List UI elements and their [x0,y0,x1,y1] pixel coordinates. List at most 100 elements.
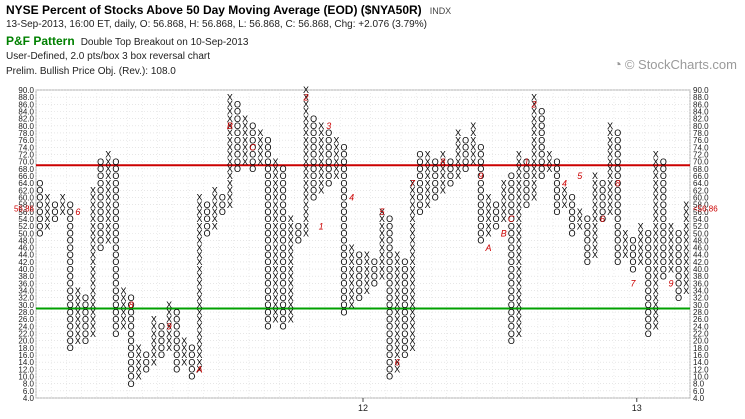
x-box: X [455,150,461,160]
x-box: X [425,150,431,160]
o-box: O [234,135,241,145]
o-box: O [477,178,484,188]
x-box: X [409,286,415,296]
o-box: O [128,329,135,339]
x-box: X [653,228,659,238]
x-box: X [409,178,415,188]
o-box: O [310,135,317,145]
o-box: O [675,243,682,253]
x-box: X [197,357,203,367]
x-box: X [607,178,613,188]
x-box: X [653,243,659,253]
o-box: O [341,257,348,267]
o-box: O [508,264,515,274]
x-box: X [349,257,355,267]
o-box: O [432,178,439,188]
o-box: O [143,357,150,367]
o-box: O [660,200,667,210]
o-box: O [264,200,271,210]
o-box: O [386,350,393,360]
o-box: O [249,135,256,145]
o-box: O [128,293,135,303]
x-box: X [90,286,96,296]
x-box: X [120,314,126,324]
x-box: X [394,329,400,339]
x-box: X [531,143,537,153]
o-box: O [538,135,545,145]
x-box: X [592,200,598,210]
o-box: O [325,178,332,188]
y-tick-label-right: 86.0 [693,100,709,109]
o-box: O [67,264,74,274]
o-box: O [264,221,271,231]
o-box: O [553,157,560,167]
y-tick-label-left: 4.0 [23,394,35,403]
o-box: O [508,336,515,346]
x-box: X [455,143,461,153]
x-box: X [227,164,233,174]
o-box: O [538,164,545,174]
x-box: X [44,200,50,210]
o-box: O [538,121,545,131]
o-box: O [493,200,500,210]
o-box: O [386,329,393,339]
o-box: O [97,171,104,181]
o-box: O [508,271,515,281]
o-box: O [386,221,393,231]
x-box: X [683,207,689,217]
x-box: X [531,121,537,131]
x-box: X [440,186,446,196]
o-box: O [462,143,469,153]
chart-title: NYSE Percent of Stocks Above 50 Day Movi… [6,3,451,17]
o-box: O [584,257,591,267]
month-marker: B [501,228,507,238]
x-box: X [607,193,613,203]
o-box: O [493,214,500,224]
x-box: X [455,128,461,138]
y-axis-labels: 4.0 4.06.0 6.08.0 8.010.0 10.012.0 12.014.0 14… [18,86,709,403]
x-box: X [333,135,339,145]
y-tick-label-left: 28.0 [18,308,34,317]
x-box: X [120,300,126,310]
o-box: O [629,257,636,267]
x-box: X [409,300,415,310]
o-box: O [401,322,408,332]
o-box: O [401,264,408,274]
x-box: X [75,307,81,317]
x-box: X [60,193,66,203]
o-box: O [128,336,135,346]
x-box: X [607,171,613,181]
o-box: O [386,343,393,353]
x-box: X [379,271,385,281]
o-box: O [264,293,271,303]
x-box: X [638,243,644,253]
x-box: X [257,150,263,160]
x-box: X [105,157,111,167]
o-box: O [645,250,652,260]
o-box: O [112,214,119,224]
x-box: X [425,157,431,167]
x-box: X [409,343,415,353]
x-box: X [197,279,203,289]
o-box: O [614,178,621,188]
o-box: O [173,307,180,317]
x-box: X [90,322,96,332]
x-box: X [197,200,203,210]
o-box: O [234,100,241,110]
x-box: X [653,193,659,203]
x-box: X [668,228,674,238]
o-box: O [234,107,241,117]
o-box: O [52,200,59,210]
x-box: X [242,114,248,124]
y-tick-label-right: 72.0 [693,150,709,159]
x-axis-labels: 12 13 [358,398,642,413]
month-marker: 5 [577,171,582,181]
y-tick-label-right: 24.0 [693,322,709,331]
x-box: X [105,150,111,160]
x-box: X [257,157,263,167]
o-box: O [599,207,606,217]
symbol-tag: INDX [429,6,452,16]
o-box: O [112,329,119,339]
x-box: X [242,121,248,131]
o-box: O [112,250,119,260]
